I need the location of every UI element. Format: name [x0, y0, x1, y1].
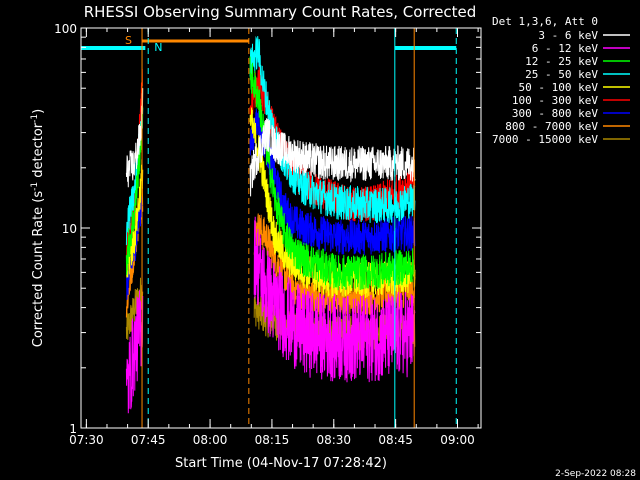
- series-line-12-25-kev: [125, 106, 144, 275]
- y-axis-label: Corrected Count Rate (s-1 detector-1): [30, 109, 46, 347]
- chart-title: RHESSI Observing Summary Count Rates, Co…: [84, 3, 477, 21]
- legend-label: 50 - 100 keV: [519, 81, 599, 94]
- attenuator-s-label: S: [125, 34, 132, 47]
- attenuator-n-label: N: [154, 41, 162, 54]
- legend-label: 12 - 25 keV: [525, 55, 598, 68]
- x-tick-label: 08:15: [255, 433, 290, 447]
- legend-label: 800 - 7000 keV: [505, 120, 598, 133]
- x-tick-label: 07:30: [69, 433, 104, 447]
- legend-label: 100 - 300 keV: [512, 94, 598, 107]
- series-line-50-100-kev: [249, 107, 416, 298]
- legend-header: Det 1,3,6, Att 0: [492, 15, 598, 28]
- legend-label: 6 - 12 keV: [532, 42, 599, 55]
- axes-layer: 1 10 100 07:30 07:45 08:00 08:15 08:30 08:45 09:0…: [54, 22, 482, 447]
- series-line-300-800-kev: [249, 108, 416, 256]
- series-line-3-6-kev: [125, 88, 144, 188]
- y-tick-label: 1: [69, 422, 77, 436]
- series-line-6-12-kev: [253, 216, 416, 383]
- x-tick-label: 09:00: [440, 433, 475, 447]
- x-tick-label: 08:45: [378, 433, 413, 447]
- legend-label: 7000 - 15000 keV: [492, 133, 598, 146]
- y-tick-label: 10: [62, 222, 77, 236]
- legend-label: 300 - 800 keV: [512, 107, 598, 120]
- legend-label: 25 - 50 keV: [525, 68, 598, 81]
- series-layer: [125, 35, 416, 414]
- series-line-12-25-kev: [249, 56, 416, 291]
- x-tick-label: 08:00: [193, 433, 228, 447]
- y-tick-label: 100: [54, 22, 77, 36]
- series-line-6-12-kev: [125, 290, 144, 414]
- date-stamp: 2-Sep-2022 08:28: [555, 469, 636, 479]
- series-line-3-6-kev: [249, 118, 416, 197]
- x-tick-label: 08:30: [316, 433, 351, 447]
- x-tick-label: 07:45: [131, 433, 166, 447]
- legend-label: 3 - 6 keV: [538, 29, 598, 42]
- x-axis-label: Start Time (04-Nov-17 07:28:42): [175, 456, 387, 471]
